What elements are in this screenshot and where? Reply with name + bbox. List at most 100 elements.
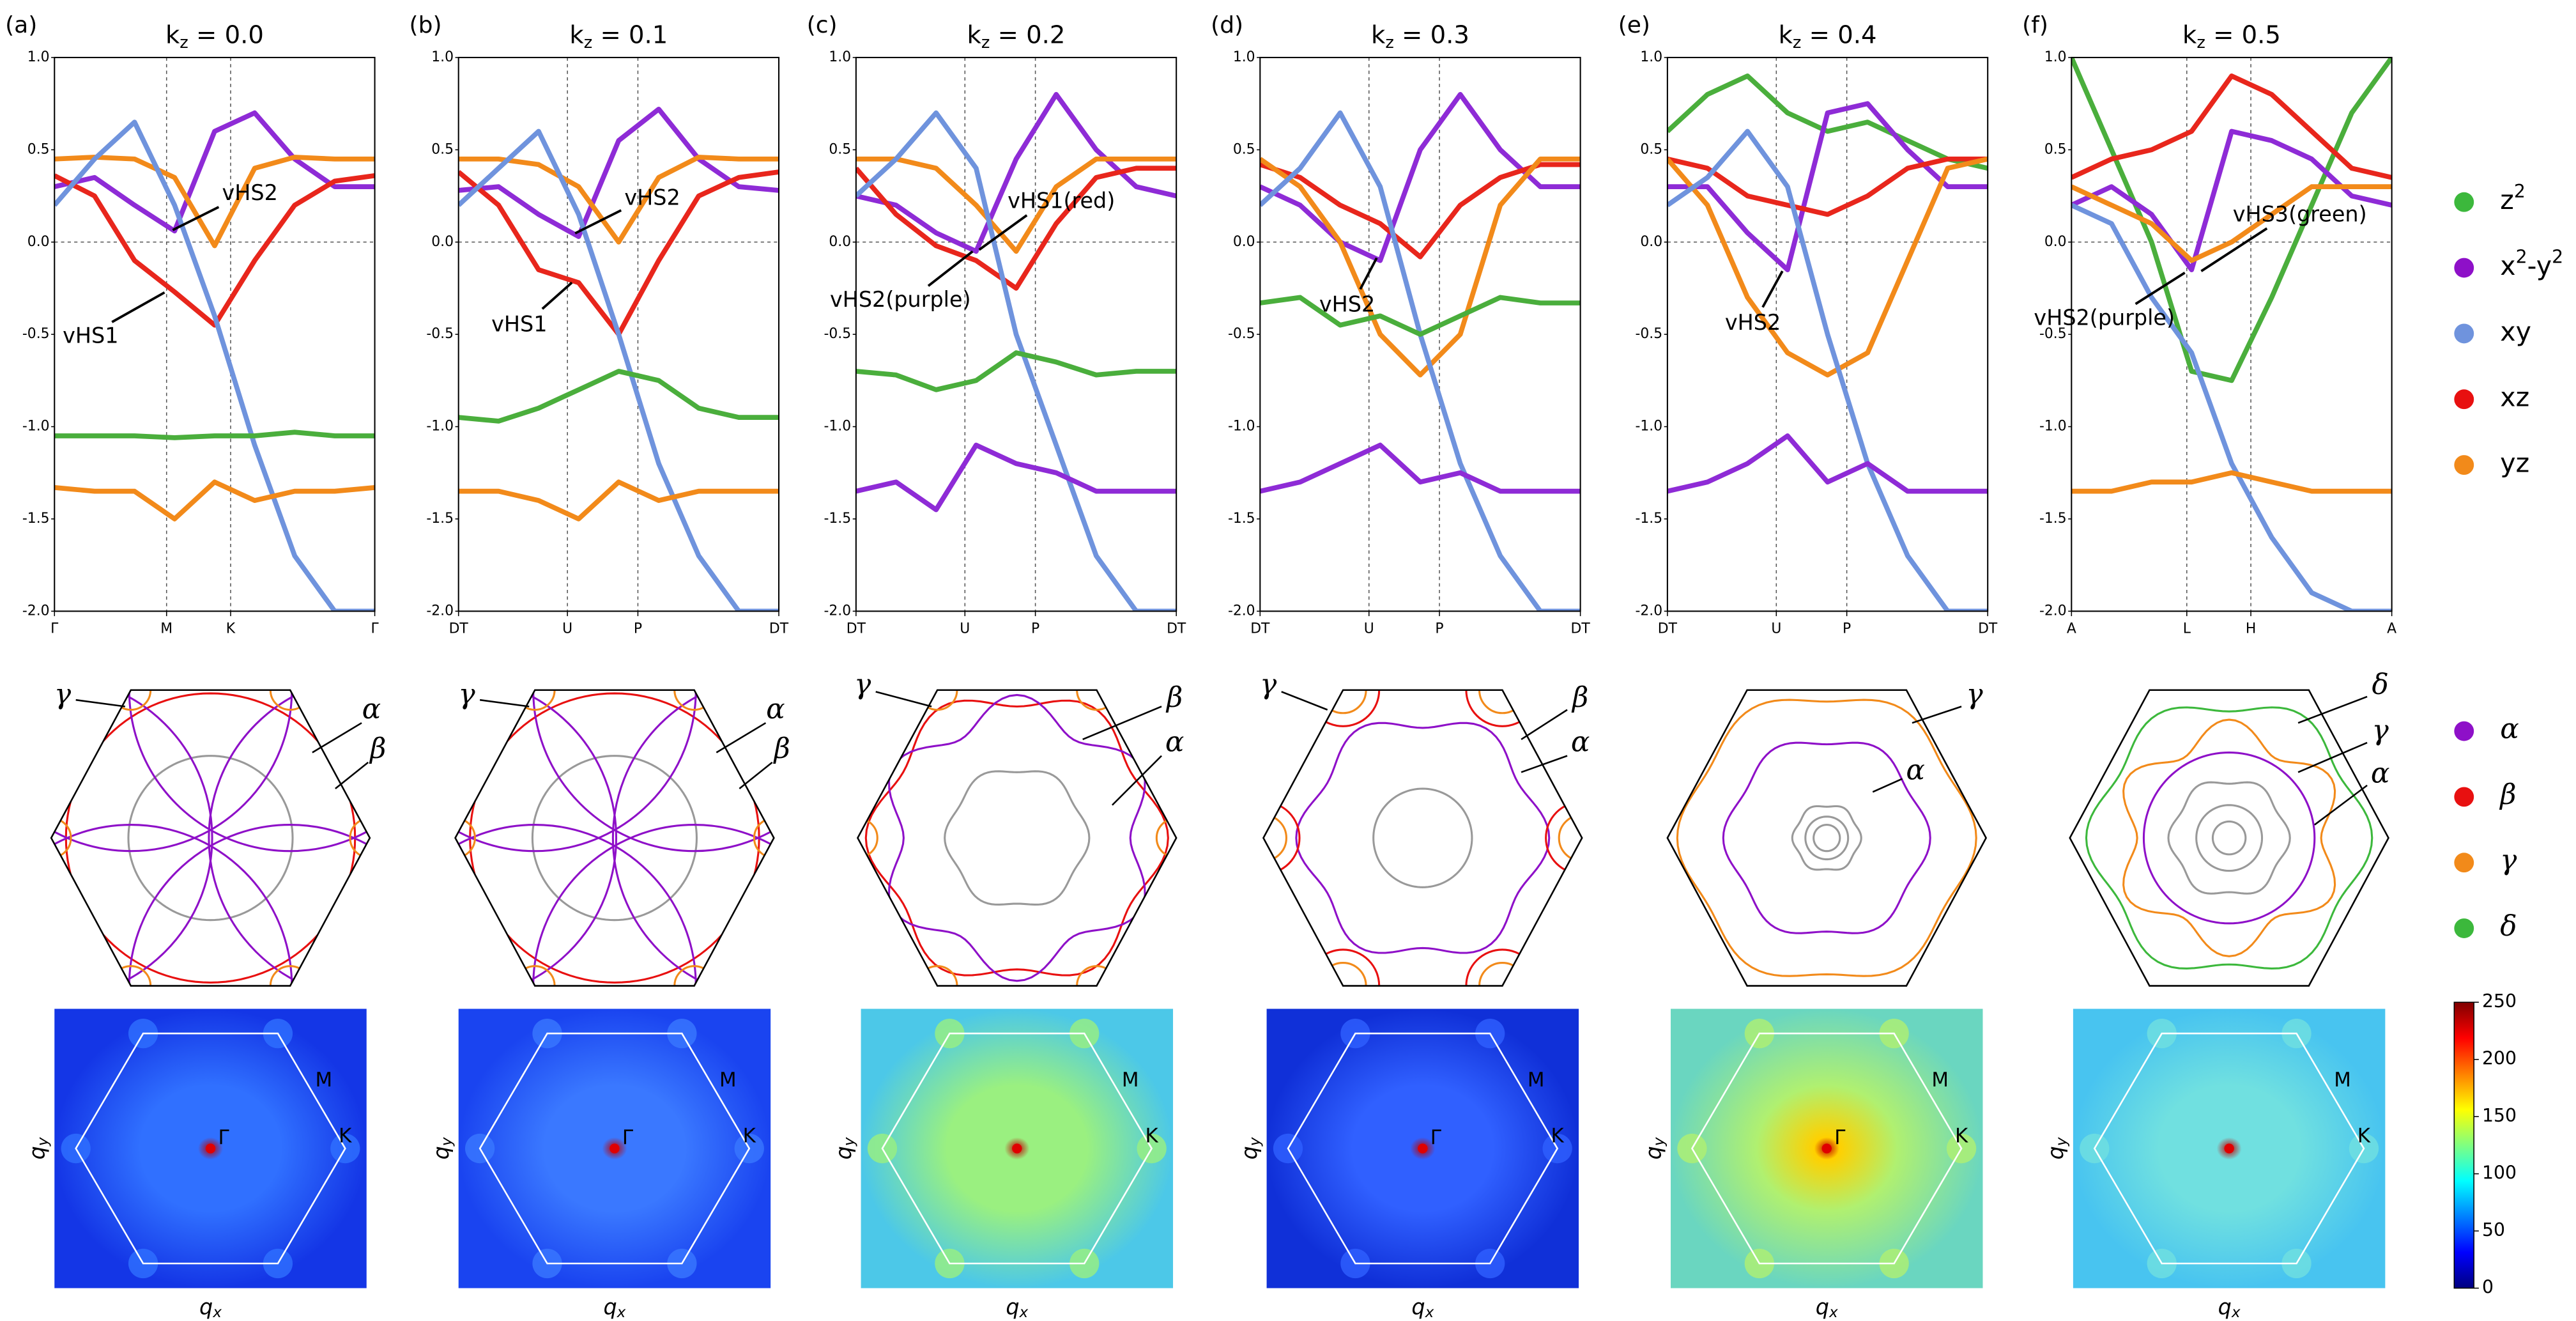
fs-contour <box>2195 804 2264 872</box>
y-tick-label: 1.0 <box>1233 49 1255 65</box>
legend-label: xz <box>2500 382 2529 413</box>
fs-contour <box>611 690 774 986</box>
y-tick-label: 0.5 <box>431 141 454 157</box>
legend-marker <box>2454 787 2474 807</box>
band-line <box>2071 470 2392 494</box>
band-line <box>1667 101 1988 272</box>
qpi-point-label: M <box>1528 1069 1545 1092</box>
fermi-surface-panel: γ βα <box>1260 668 1590 987</box>
band-panel: (d) kz = 0.3 1.0 0.5 0.0 -0.5 -1.0 -1.5 -2.0 DT U P… <box>1211 12 1590 637</box>
fs-contour <box>455 690 697 853</box>
y-tick-label: -0.5 <box>1228 326 1255 342</box>
qpi-point-label: K <box>1551 1125 1565 1148</box>
band-line <box>458 155 779 245</box>
band-line <box>1667 128 1988 612</box>
y-axis-label: qy <box>24 1137 51 1159</box>
fs-contour <box>127 755 294 922</box>
qpi-panel: M Kqx qy <box>2043 1008 2386 1321</box>
y-tick-label: 0.0 <box>2044 234 2067 250</box>
annotation: vHS3(green) <box>2233 201 2367 226</box>
fs-contour <box>514 965 556 986</box>
panel-title: kz = 0.5 <box>2182 20 2281 52</box>
band-line <box>1667 433 1988 494</box>
panel-title: kz = 0.2 <box>967 20 1066 52</box>
y-tick-label: 1.0 <box>2044 49 2067 65</box>
band-panel: (f) kz = 0.51.00.50.0-0.5-1.0-1.5-2.0A L H A… <box>2022 12 2396 637</box>
fs-contour <box>1465 690 1540 727</box>
y-tick-label: -0.5 <box>2039 326 2067 342</box>
fs-label: β <box>773 732 790 765</box>
panel-label: (c) <box>807 12 838 38</box>
label-leader <box>1912 706 1962 724</box>
annotation-arrow <box>1359 257 1378 290</box>
x-tick-label: K <box>226 621 236 637</box>
qpi-zone <box>881 1032 1153 1265</box>
y-tick-label: -1.5 <box>1228 511 1255 527</box>
fs-contour <box>269 690 311 711</box>
brillouin-zone <box>856 689 1177 987</box>
qpi-center <box>205 1143 216 1154</box>
fs-contour <box>51 690 293 853</box>
band-line <box>1260 156 1581 378</box>
fs-contours <box>455 690 774 986</box>
annotation: vHS2 <box>624 185 680 210</box>
qpi-point-label: Γ <box>1834 1126 1846 1149</box>
colorbar-tick-label: 0 <box>2482 1277 2494 1298</box>
colorbar-tick-label: 150 <box>2482 1105 2517 1126</box>
x-tick-label: DT <box>1658 621 1678 637</box>
band-line <box>458 479 779 521</box>
band-line <box>458 106 779 239</box>
annotation-arrow <box>1761 270 1784 308</box>
qpi-center <box>2224 1143 2234 1154</box>
fs-contour <box>1465 948 1540 986</box>
qpi-center <box>610 1143 620 1154</box>
y-tick-label: -1.5 <box>824 511 852 527</box>
fs-label: α <box>1906 753 1925 786</box>
fs-contour <box>2122 718 2336 957</box>
x-tick-label: DT <box>847 621 866 637</box>
x-tick-label: P <box>1031 621 1039 637</box>
fs-contour <box>1263 801 1301 876</box>
x-tick-label: A <box>2067 621 2076 637</box>
y-tick-label: -1.5 <box>2039 511 2067 527</box>
annotation-arrow <box>111 291 165 323</box>
fs-contour <box>128 824 370 986</box>
band-line <box>54 120 375 612</box>
y-tick-label: -2.0 <box>1636 603 1663 619</box>
qpi-point-label: K <box>339 1125 352 1148</box>
panel-title: kz = 0.4 <box>1779 20 1877 52</box>
fs-contour <box>1676 699 1977 977</box>
y-tick-label: -0.5 <box>1636 326 1663 342</box>
fs-label: γ <box>458 678 475 711</box>
y-axis-label: qy <box>1236 1137 1263 1159</box>
y-tick-label: 1.0 <box>1640 49 1662 65</box>
panel-label: (a) <box>5 12 37 38</box>
y-tick-label: 0.0 <box>27 234 50 250</box>
legend-marker <box>2454 258 2474 278</box>
fs-contour <box>1076 965 1117 986</box>
annotation-arrow <box>927 250 974 287</box>
y-tick-label: -1.0 <box>22 419 50 435</box>
label-leader <box>1521 755 1568 773</box>
legend-marker <box>2454 853 2474 873</box>
band-panel: (b) kz = 0.1 1.0 0.5 0.0 -0.5 -1.0 -1.5 -2.0 DT U P… <box>410 12 789 637</box>
x-tick-label: DT <box>449 621 469 637</box>
fs-contour <box>1263 814 1287 862</box>
band-line <box>2071 184 2392 263</box>
legend-marker <box>2454 721 2474 741</box>
label-leader <box>2297 741 2368 773</box>
fs-contour <box>532 690 774 853</box>
brillouin-zone <box>1666 689 1988 987</box>
band-line <box>458 169 779 337</box>
x-tick-label: P <box>1843 621 1851 637</box>
x-axis-label: qx <box>1411 1294 1434 1321</box>
x-tick-label: DT <box>1250 621 1270 637</box>
x-axis-label: qx <box>1006 1294 1028 1321</box>
fs-contour <box>2085 706 2373 970</box>
legend-marker <box>2454 323 2474 344</box>
fs-contour <box>65 692 356 984</box>
legend-marker <box>2454 455 2474 475</box>
qpi-point-label: K <box>1955 1125 1968 1148</box>
y-tick-label: -2.0 <box>2039 603 2067 619</box>
